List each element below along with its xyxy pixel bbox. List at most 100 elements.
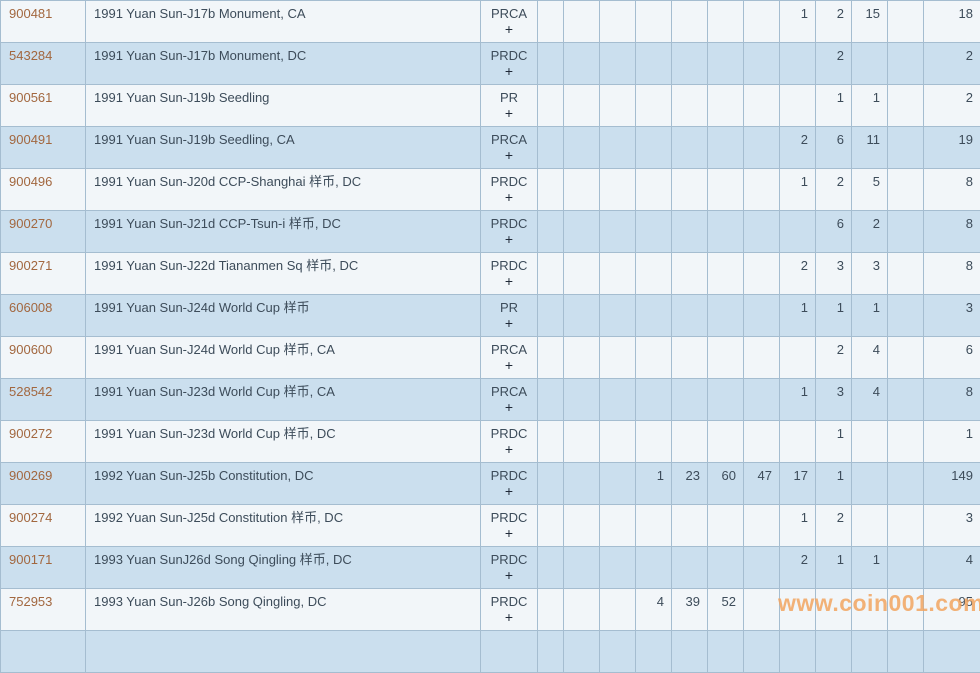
coin-id-cell: 543284 <box>1 43 86 85</box>
expand-plus-button[interactable]: + <box>481 526 537 541</box>
grade-count-cell <box>564 421 600 463</box>
expand-plus-button[interactable]: + <box>481 274 537 289</box>
grade-count-cell: 4 <box>636 589 672 631</box>
grade-count-cell <box>780 421 816 463</box>
grade-count-cell <box>708 127 744 169</box>
grade-count-cell <box>780 85 816 127</box>
coin-id-cell <box>1 631 86 673</box>
coin-id-link[interactable]: 900496 <box>9 174 52 189</box>
grade-count-cell: 2 <box>780 127 816 169</box>
expand-plus-button[interactable]: + <box>481 64 537 79</box>
grade-count-cell: 39 <box>672 589 708 631</box>
grade-count-cell <box>672 253 708 295</box>
grade-count-cell <box>888 421 924 463</box>
coin-id-link[interactable]: 752953 <box>9 594 52 609</box>
total-count-cell: 1 <box>924 421 980 463</box>
coin-id-link[interactable]: 900491 <box>9 132 52 147</box>
total-count-cell: 8 <box>924 253 980 295</box>
grade-count-cell <box>538 295 564 337</box>
coin-id-link[interactable]: 900269 <box>9 468 52 483</box>
grade-count-cell <box>888 295 924 337</box>
grade-count-cell <box>744 169 780 211</box>
grade-count-cell <box>538 631 564 673</box>
coin-description: 1991 Yuan Sun-J21d CCP-Tsun-i 样币, DC <box>86 211 481 253</box>
grade-count-cell <box>564 43 600 85</box>
grade-count-cell <box>744 127 780 169</box>
grade-count-cell <box>708 505 744 547</box>
coin-id-link[interactable]: 606008 <box>9 300 52 315</box>
grade-count-cell <box>672 505 708 547</box>
grade-count-cell: 3 <box>816 253 852 295</box>
grade-count-cell <box>888 379 924 421</box>
coin-id-link[interactable]: 900272 <box>9 426 52 441</box>
coin-id-cell: 900171 <box>1 547 86 589</box>
expand-plus-button[interactable]: + <box>481 190 537 205</box>
coin-id-link[interactable]: 900561 <box>9 90 52 105</box>
expand-plus-button[interactable]: + <box>481 106 537 121</box>
coin-description: 1991 Yuan Sun-J23d World Cup 样币, DC <box>86 421 481 463</box>
coin-id-link[interactable]: 900274 <box>9 510 52 525</box>
total-count-cell: 4 <box>924 547 980 589</box>
coin-description: 1991 Yuan Sun-J24d World Cup 样币 <box>86 295 481 337</box>
coin-id-link[interactable]: 900171 <box>9 552 52 567</box>
expand-plus-button[interactable]: + <box>481 316 537 331</box>
grade-code-cell: PRCA + <box>481 127 538 169</box>
grade-code-label: PRCA <box>491 132 527 147</box>
expand-plus-button[interactable]: + <box>481 358 537 373</box>
expand-plus-button[interactable]: + <box>481 484 537 499</box>
grade-count-cell: 4 <box>852 337 888 379</box>
grade-count-cell <box>672 295 708 337</box>
expand-plus-button[interactable]: + <box>481 610 537 625</box>
expand-plus-button[interactable]: + <box>481 22 537 37</box>
expand-plus-button[interactable]: + <box>481 442 537 457</box>
expand-plus-button[interactable]: + <box>481 232 537 247</box>
grade-count-cell <box>888 85 924 127</box>
grade-count-cell <box>564 211 600 253</box>
coin-id-link[interactable]: 900481 <box>9 6 52 21</box>
grade-count-cell <box>744 379 780 421</box>
table-row: 900171 1993 Yuan SunJ26d Song Qingling 样… <box>1 547 980 589</box>
grade-count-cell <box>708 631 744 673</box>
grade-code-label: PR <box>500 90 518 105</box>
grade-count-cell <box>600 379 636 421</box>
coin-description: 1993 Yuan Sun-J26b Song Qingling, DC <box>86 589 481 631</box>
grade-count-cell <box>600 253 636 295</box>
grade-count-cell <box>538 505 564 547</box>
grade-code-cell: PRCA + <box>481 1 538 43</box>
grade-count-cell <box>744 631 780 673</box>
coin-description: 1991 Yuan Sun-J19b Seedling, CA <box>86 127 481 169</box>
grade-count-cell <box>538 85 564 127</box>
grade-count-cell <box>888 43 924 85</box>
grade-count-cell <box>636 547 672 589</box>
grade-count-cell: 2 <box>780 253 816 295</box>
grade-count-cell: 2 <box>816 505 852 547</box>
grade-count-cell <box>744 43 780 85</box>
table-row <box>1 631 980 673</box>
expand-plus-button[interactable]: + <box>481 400 537 415</box>
coin-id-cell: 900561 <box>1 85 86 127</box>
grade-count-cell <box>636 379 672 421</box>
coin-id-cell: 900600 <box>1 337 86 379</box>
grade-count-cell <box>672 337 708 379</box>
coin-id-link[interactable]: 900600 <box>9 342 52 357</box>
coin-id-link[interactable]: 900270 <box>9 216 52 231</box>
grade-count-cell <box>600 337 636 379</box>
grade-count-cell <box>600 505 636 547</box>
grade-count-cell <box>708 169 744 211</box>
coin-id-link[interactable]: 543284 <box>9 48 52 63</box>
coin-description: 1991 Yuan Sun-J22d Tiananmen Sq 样币, DC <box>86 253 481 295</box>
expand-plus-button[interactable]: + <box>481 568 537 583</box>
grade-code-cell: PR + <box>481 295 538 337</box>
total-count-cell: 8 <box>924 211 980 253</box>
coin-id-link[interactable]: 528542 <box>9 384 52 399</box>
coin-id-link[interactable]: 900271 <box>9 258 52 273</box>
grade-count-cell <box>708 379 744 421</box>
grade-count-cell <box>780 43 816 85</box>
grade-count-cell <box>852 631 888 673</box>
grade-count-cell <box>636 211 672 253</box>
grade-count-cell <box>672 169 708 211</box>
grade-count-cell <box>708 421 744 463</box>
expand-plus-button[interactable]: + <box>481 148 537 163</box>
grade-count-cell <box>816 631 852 673</box>
